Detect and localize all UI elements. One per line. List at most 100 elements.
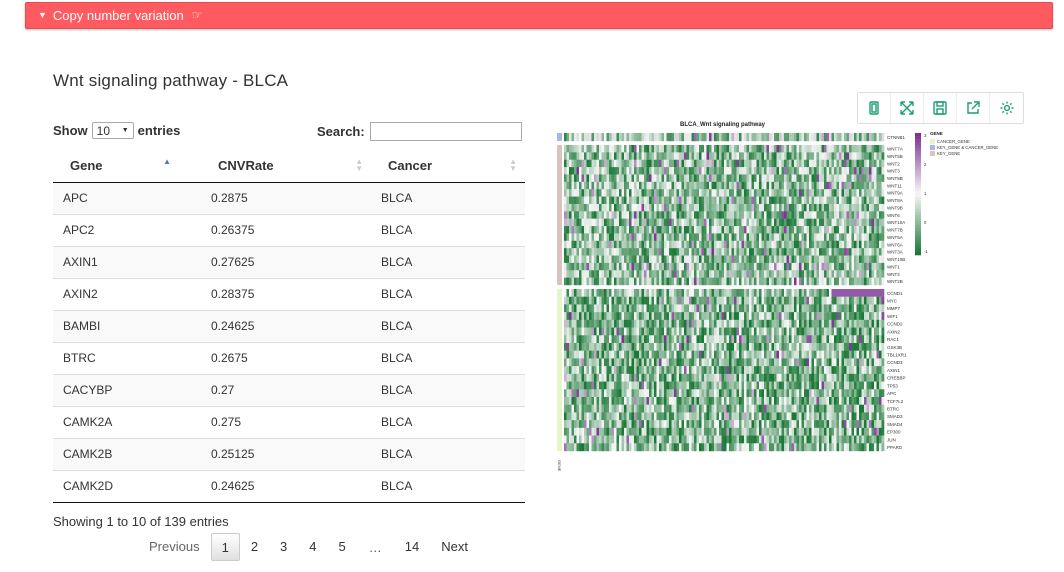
column-header-cancer[interactable]: Cancer ▲ ▼ — [371, 149, 525, 183]
page-length-select[interactable]: 10 ▼ — [91, 122, 134, 139]
heatmap-block: CCND1 MYC MMP7 WIF1 CCND2 AXIN2 RAC1 GSK3B TBL1X… — [557, 289, 907, 452]
cell-cnvrate: 0.2675 — [201, 341, 371, 374]
heatmap-gene-label: WNT10A — [887, 220, 905, 225]
heatmap-gene-label: MMP7 — [887, 306, 900, 311]
table-row[interactable]: AXIN1 0.27625 BLCA — [53, 245, 525, 278]
heatmap-gene-label: WNT3 — [887, 169, 900, 174]
cell-cancer: BLCA — [371, 405, 525, 438]
heatmap-gene-label: WNT11 — [887, 183, 902, 188]
cell-cnvrate: 0.27625 — [201, 245, 371, 278]
heatmap-figure: BLCA_Wnt signaling pathway CTNNB1 WNT7A WN… — [556, 120, 1026, 472]
page-button-3[interactable]: 3 — [280, 539, 288, 554]
fullscreen-icon[interactable] — [891, 93, 924, 123]
legend-swatch — [930, 145, 935, 150]
cnv-panel-header[interactable]: ▼ Copy number variation ☞ — [25, 2, 1053, 29]
column-header-cnvrate[interactable]: CNVRate ▲ ▼ — [201, 149, 371, 183]
heatmap-gene-label: EP300 — [887, 430, 901, 435]
scale-tick-label: 2 — [924, 162, 927, 167]
table-row[interactable]: CACYBP 0.27 BLCA — [53, 373, 525, 406]
cell-cancer: BLCA — [371, 213, 525, 246]
table-row[interactable]: APC2 0.26375 BLCA — [53, 213, 525, 246]
cell-cancer: BLCA — [371, 245, 525, 278]
heatmap-gene-label: WNT5A — [887, 235, 903, 240]
chevron-down-icon: ▼ — [121, 127, 129, 134]
legend-label: KEY_GENE & CANCER_GENE — [937, 145, 998, 150]
search-label: Search: — [317, 124, 365, 139]
row-annotation — [557, 145, 562, 285]
cell-cancer: BLCA — [381, 191, 413, 205]
cell-gene: AXIN2 — [53, 277, 201, 310]
plot-toolbar — [857, 92, 1024, 124]
sort-asc-icon: ▲ — [163, 157, 171, 166]
cell-gene: BTRC — [53, 341, 201, 374]
cell-gene: CAMK2B — [53, 437, 201, 470]
heatmap-gene-label: AXIN1 — [887, 368, 901, 373]
annotation-axis-label: GENE — [557, 460, 562, 472]
heatmap-gene-label: WNT10B — [887, 257, 905, 262]
cnv-panel-title: Copy number variation — [52, 8, 184, 23]
cell-gene: AXIN1 — [53, 245, 201, 278]
page-button-1[interactable]: 1 — [210, 533, 240, 561]
heatmap-gene-label: AXIN2 — [887, 329, 901, 334]
copy-icon[interactable] — [858, 93, 891, 123]
heatmap-gene-label: CCND1 — [887, 291, 903, 296]
cell-cancer: BLCA — [371, 277, 525, 310]
legend-swatch — [930, 139, 935, 144]
cell-cnvrate: 0.2875 — [211, 191, 248, 205]
cell-cancer: BLCA — [371, 373, 525, 406]
legend-label: KEY_GENE — [937, 151, 960, 156]
table-row[interactable]: APC 0.2875 BLCA — [53, 182, 525, 214]
table-row[interactable]: BTRC 0.2675 BLCA — [53, 341, 525, 374]
heatmap-block: WNT7A WNT5B WNT2 WNT3 WNT8B WNT11 WNT9A WNT8A WN… — [557, 145, 905, 286]
cell-cnvrate: 0.24625 — [201, 309, 371, 342]
heatmap-gene-label: WNT7B — [887, 228, 903, 233]
column-header-gene[interactable]: Gene ▲ — [53, 149, 201, 183]
settings-icon[interactable] — [990, 93, 1023, 123]
next-page-button[interactable]: Next — [441, 539, 468, 554]
table-row[interactable]: CAMK2D 0.24625 BLCA — [53, 469, 525, 503]
save-icon[interactable] — [924, 93, 957, 123]
page-length-value: 10 — [96, 123, 111, 138]
cell-gene: CAMK2D — [53, 469, 201, 503]
legend-label: CANCER_GENE — [937, 139, 970, 144]
search-input[interactable] — [369, 122, 522, 141]
page-button-last[interactable]: 14 — [404, 539, 420, 554]
heatmap-title: BLCA_Wnt signaling pathway — [680, 122, 766, 128]
page-button-4[interactable]: 4 — [309, 539, 317, 554]
scale-tick-label: 0 — [924, 220, 927, 225]
heatmap-gene-label: RAC1 — [887, 337, 900, 342]
heatmap-gene-label: GSK3B — [887, 345, 902, 350]
heatmap-gene-label: WNT5B — [887, 154, 903, 159]
sort-both-icon: ▲ ▼ — [509, 157, 517, 173]
length-suffix: entries — [137, 123, 181, 138]
export-icon[interactable] — [957, 93, 990, 123]
heatmap-block: CTNNB1 — [557, 133, 905, 142]
cell-cancer: BLCA — [371, 341, 525, 374]
table-row[interactable]: CAMK2A 0.275 BLCA — [53, 405, 525, 438]
heatmap-gene-label: WNT9B — [887, 205, 903, 210]
previous-page-button[interactable]: Previous — [149, 539, 200, 554]
heatmap-gene-label: WNT6A — [887, 242, 903, 247]
hand-pointer-icon: ☞ — [191, 8, 203, 22]
table-row[interactable]: AXIN2 0.28375 BLCA — [53, 277, 525, 310]
scale-tick-label: 3 — [924, 133, 927, 138]
pagination-ellipsis: … — [368, 539, 382, 555]
length-prefix: Show — [53, 123, 88, 138]
page-title: Wnt signaling pathway - BLCA — [53, 71, 289, 90]
heatmap-gene-label: WNT9A — [887, 191, 903, 196]
heatmap-gene-label: CCND2 — [887, 322, 903, 327]
heatmap-gene-label: WNT8A — [887, 198, 903, 203]
table-row[interactable]: CAMK2B 0.25125 BLCA — [53, 437, 525, 470]
table-row[interactable]: BAMBI 0.24625 BLCA — [53, 309, 525, 342]
heatmap-gene-label: APC — [887, 391, 897, 396]
heatmap-gene-label: WNT2B — [887, 279, 903, 284]
heatmap-gene-label: SMAD4 — [887, 422, 903, 427]
table-info: Showing 1 to 10 of 139 entries — [53, 514, 229, 529]
scale-tick-label: -1 — [924, 249, 928, 254]
page-button-5[interactable]: 5 — [338, 539, 346, 554]
row-annotation — [557, 289, 562, 451]
page-button-2[interactable]: 2 — [250, 539, 259, 554]
cell-gene: APC2 — [53, 213, 201, 246]
cell-gene: BAMBI — [53, 309, 201, 342]
cell-cnvrate: 0.25125 — [201, 437, 371, 470]
